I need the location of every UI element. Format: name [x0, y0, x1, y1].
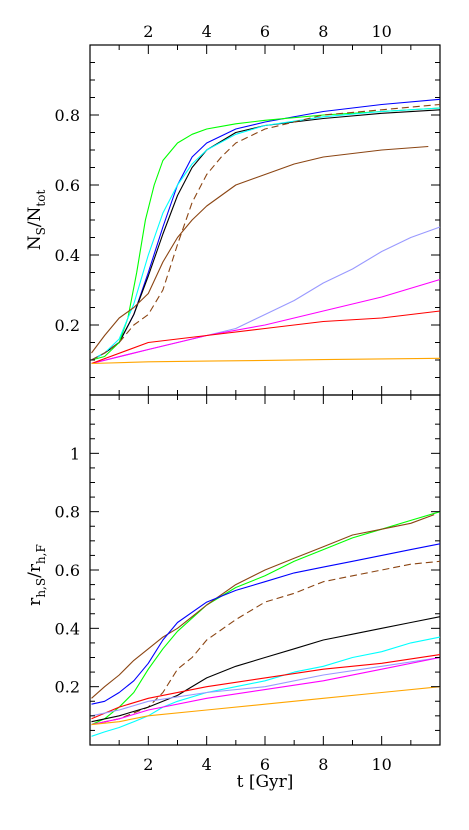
- bottom-y-axis-label-mid: /r: [25, 563, 45, 578]
- top-x-tick-label: 6: [260, 22, 270, 41]
- bottom-y-tick-label: 1: [70, 444, 80, 463]
- top-y-tick-label: 0.6: [55, 176, 80, 195]
- top-series-line-magenta-7: [91, 278, 441, 365]
- bottom-series-line-cyan-5: [91, 636, 441, 737]
- x-axis-label: t [Gyr]: [237, 772, 294, 792]
- bottom-series-line-light-blue-7: [91, 656, 441, 717]
- top-y-tick-label: 0.4: [55, 246, 80, 265]
- bottom-x-tick-label: 4: [202, 755, 212, 774]
- bottom-y-tick-label: 0.6: [55, 561, 80, 580]
- top-y-axis-label-sub2: tot: [34, 190, 48, 207]
- bottom-y-tick-label: 0.4: [55, 619, 80, 638]
- bottom-series-line-black-4: [91, 616, 441, 723]
- bottom-series-line-green-0: [91, 511, 441, 726]
- bottom-series-line-red-6: [91, 654, 441, 720]
- bottom-panel-series-group: [91, 511, 441, 737]
- top-panel: 2 4 6 8 10 0.2 0.4 0.6 0.8 NS/Ntot: [25, 22, 441, 396]
- bottom-y-axis-label-sub2: h,F: [34, 544, 48, 564]
- bottom-panel-ticks: [90, 395, 440, 745]
- top-x-tick-label: 4: [202, 22, 212, 41]
- bottom-panel-tick-labels: 2 4 6 8 10 0.2 0.4 0.6 0.8 1: [55, 444, 392, 774]
- top-x-tick-label: 10: [371, 22, 391, 41]
- top-y-tick-label: 0.2: [55, 316, 80, 335]
- bottom-series-line-brown-1: [91, 514, 435, 699]
- bottom-y-axis-label-sub1: h,S: [34, 578, 48, 598]
- bottom-series-line-blue-2: [91, 543, 441, 705]
- bottom-x-tick-label: 2: [143, 755, 153, 774]
- bottom-y-tick-label: 0.8: [55, 503, 80, 522]
- bottom-x-tick-label: 6: [260, 755, 270, 774]
- top-panel-tick-labels: 2 4 6 8 10 0.2 0.4 0.6 0.8: [55, 22, 392, 335]
- bottom-y-axis-label: rh,S/rh,F: [25, 544, 48, 606]
- top-x-tick-label: 8: [318, 22, 328, 41]
- bottom-y-axis-label-base: r: [25, 597, 45, 606]
- top-panel-frame: [89, 44, 441, 396]
- bottom-panel: 2 4 6 8 10 0.2 0.4 0.6 0.8 1 rh,S/rh,F t [Gyr]: [25, 394, 441, 792]
- bottom-series-line-orange-9: [91, 686, 441, 726]
- bottom-x-tick-label: 10: [371, 755, 391, 774]
- top-series-line-cyan-3: [91, 107, 441, 361]
- bottom-x-tick-label: 8: [318, 755, 328, 774]
- top-y-axis-label: NS/Ntot: [25, 190, 48, 251]
- top-series-line-red-8: [91, 310, 441, 365]
- top-x-tick-label: 2: [143, 22, 153, 41]
- bottom-series-line-brown-dashed-3: [91, 560, 441, 726]
- top-series-line-orange-9: [91, 357, 441, 365]
- top-y-axis-label-mid: /N: [25, 206, 45, 227]
- top-series-line-brown-dashed-4: [91, 103, 441, 361]
- top-y-axis-label-base: N: [25, 235, 45, 250]
- top-y-tick-label: 0.8: [55, 106, 80, 125]
- bottom-series-line-magenta-8: [91, 656, 441, 726]
- top-y-axis-label-sub1: S: [34, 227, 48, 235]
- bottom-y-tick-label: 0.2: [55, 678, 80, 697]
- top-panel-ticks: [90, 45, 440, 395]
- top-series-line-green-2: [91, 107, 441, 361]
- top-panel-series-group: [91, 98, 441, 365]
- top-series-line-black-1: [91, 109, 441, 361]
- top-series-line-brown-5: [91, 145, 429, 354]
